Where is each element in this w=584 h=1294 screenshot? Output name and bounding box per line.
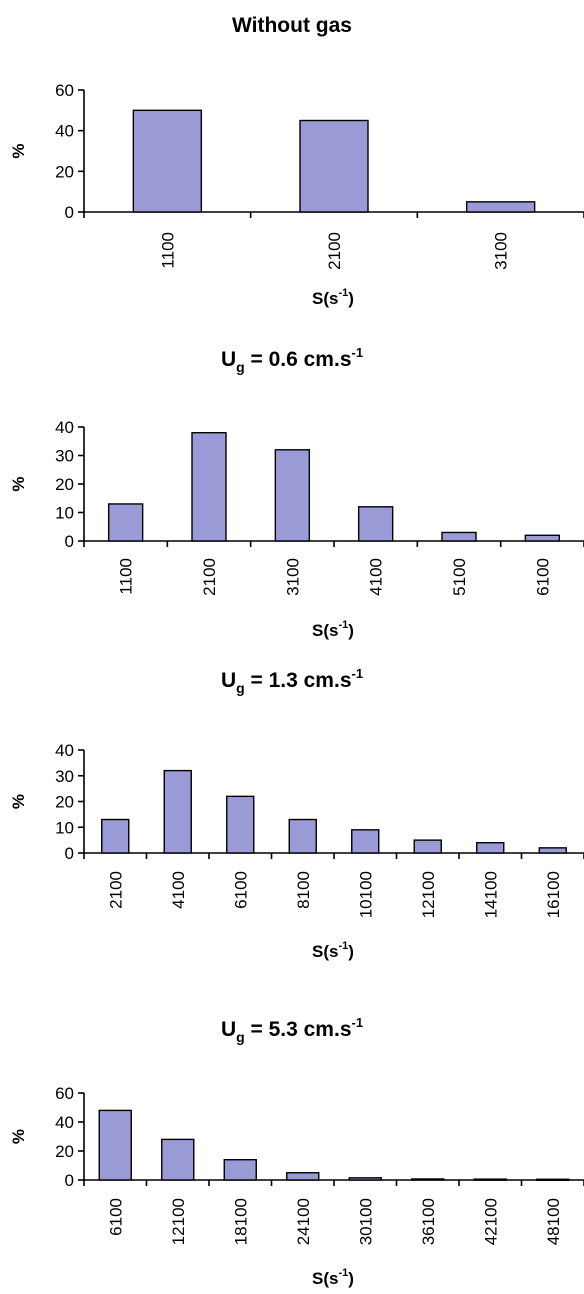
bar [163,769,192,854]
y-tick-label: 60 [55,81,74,100]
bar [101,818,130,854]
y-axis-label: % [9,1129,28,1144]
bar [476,842,505,854]
x-tick-label: 48100 [544,1198,563,1245]
y-tick-label: 0 [65,844,74,863]
y-tick-label: 0 [65,532,74,551]
bar [286,1172,320,1181]
bar [473,1178,507,1181]
bar [441,531,477,542]
chart-title: Ug = 5.3 cm.s-1 [221,1015,363,1045]
chart-panel-2: Ug = 0.6 cm.s-1 0 10 20 30 40% 1100 2100 3100 410… [9,345,584,640]
y-axis-label: % [9,143,28,158]
bar [98,1109,132,1181]
bar [191,432,227,542]
bar [357,506,394,542]
x-tick-label: 12100 [169,1198,188,1245]
x-axis-label: S(s-1) [312,287,354,308]
x-tick-label: 1100 [158,232,177,269]
x-tick-label: 6100 [533,558,552,596]
y-tick-label: 0 [65,1171,74,1190]
bar [132,109,203,213]
y-tick-label: 40 [55,741,74,760]
x-tick-label: 4100 [367,558,386,596]
y-tick-label: 40 [55,122,74,141]
bar [223,1158,257,1181]
x-axis-label: S(s-1) [312,619,354,640]
y-tick-label: 20 [55,162,74,181]
x-tick-label: 3100 [283,558,302,596]
y-tick-label: 20 [55,475,74,494]
chart-panel-3: Ug = 1.3 cm.s-1 0 10 20 30 40% 2100 4100 6100 810… [9,666,584,961]
y-tick-label: 30 [55,767,74,786]
bar [413,839,442,854]
y-tick-label: 20 [55,793,74,812]
y-axis-label: % [9,476,28,491]
x-axis-label: S(s-1) [312,940,354,961]
bar [536,1178,570,1181]
chart-panel-1: Without gas 0 20 40 60% 1100 2100 3100 S(s-1) [9,14,584,308]
y-tick-label: 40 [55,418,74,437]
chart-title: Without gas [232,14,352,37]
x-tick-label: 1100 [117,558,136,595]
x-tick-label: 42100 [481,1198,500,1245]
bar [351,829,380,854]
x-tick-label: 12100 [419,871,438,918]
bar [538,847,567,854]
chart-title: Ug = 1.3 cm.s-1 [221,666,363,696]
y-tick-label: 10 [55,504,74,523]
x-tick-label: 6100 [231,871,250,909]
bar [226,795,255,854]
x-tick-label: 5100 [450,558,469,596]
x-tick-label: 30100 [356,1198,375,1245]
x-tick-label: 8100 [294,871,313,909]
x-tick-label: 18100 [231,1198,250,1245]
bar [465,201,536,213]
bar [348,1177,382,1181]
x-tick-label: 16100 [544,871,563,918]
chart-title: Ug = 0.6 cm.s-1 [221,345,363,375]
y-axis-label: % [9,794,28,809]
bar [411,1178,445,1181]
y-tick-label: 30 [55,447,74,466]
x-tick-label: 36100 [419,1198,438,1245]
x-tick-label: 24100 [294,1198,313,1245]
y-tick-label: 60 [55,1084,74,1103]
bar [107,503,144,542]
bar [299,119,369,213]
x-tick-label: 6100 [106,1198,125,1236]
chart-panel-4: Ug = 5.3 cm.s-1 0 20 40 60% 6100 12100 18100 241… [9,1015,584,1288]
bar [274,449,311,542]
bar [161,1138,195,1181]
x-tick-label: 4100 [169,871,188,909]
x-tick-label: 2100 [200,558,219,596]
x-axis-label: S(s-1) [312,1267,354,1288]
x-tick-label: 2100 [106,871,125,909]
x-tick-label: 2100 [325,232,344,270]
bar [524,534,561,542]
y-tick-label: 10 [55,818,74,837]
x-tick-label: 10100 [356,871,375,918]
y-tick-label: 0 [65,203,74,222]
x-tick-label: 3100 [492,232,511,270]
y-tick-label: 20 [55,1142,74,1161]
y-tick-label: 40 [55,1113,74,1132]
x-tick-label: 14100 [481,871,500,918]
bar [288,818,317,854]
